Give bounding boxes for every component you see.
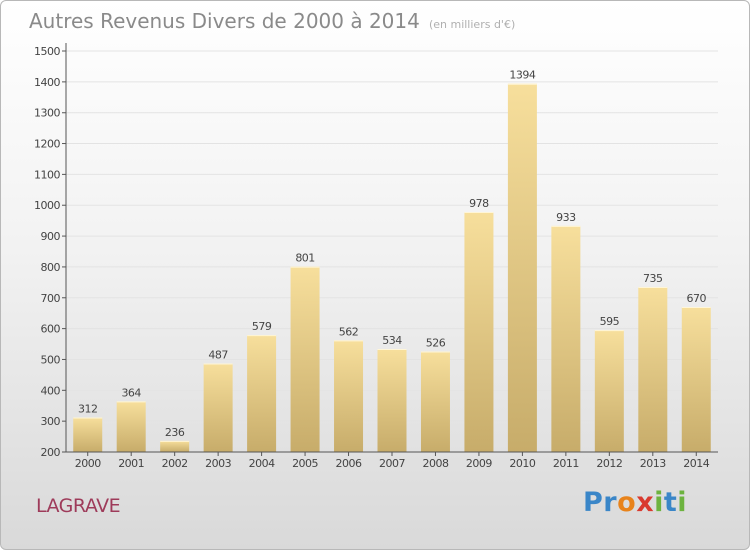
logo-letter: o [617, 487, 637, 518]
bar [73, 417, 103, 452]
bar [638, 286, 668, 452]
data-label: 526 [426, 336, 446, 349]
y-tick-label: 700 [41, 292, 61, 305]
data-label: 801 [295, 252, 315, 265]
logo-letter: i [654, 487, 664, 518]
bar [507, 83, 537, 452]
y-tick-label: 1500 [34, 45, 60, 58]
bar [116, 401, 146, 452]
bar [551, 225, 581, 452]
x-tick-label: 2001 [118, 457, 144, 470]
bar [594, 330, 624, 452]
x-tick-label: 2002 [162, 457, 188, 470]
y-tick-label: 500 [41, 353, 61, 366]
logo-letter: t [663, 487, 678, 518]
data-label: 487 [208, 348, 228, 361]
data-label: 670 [687, 292, 707, 305]
data-label: 312 [78, 402, 98, 415]
y-tick-label: 1200 [34, 138, 60, 151]
data-label: 534 [382, 334, 402, 347]
y-tick-label: 300 [41, 415, 61, 428]
x-tick-label: 2007 [379, 457, 405, 470]
data-label: 364 [121, 386, 141, 399]
x-tick-label: 2013 [640, 457, 666, 470]
logo-letter: r [603, 487, 618, 518]
y-tick-label: 400 [41, 384, 61, 397]
chart-title: Autres Revenus Divers de 2000 à 2014 [29, 9, 420, 33]
chart-subtitle: (en milliers d'€) [428, 18, 516, 31]
bar [203, 363, 233, 452]
bar [334, 340, 364, 452]
logo-letter: i [677, 487, 688, 518]
bar [290, 266, 320, 452]
data-label: 595 [600, 315, 620, 328]
bar [247, 335, 277, 452]
x-tick-label: 2005 [292, 457, 318, 470]
x-tick-label: 2006 [336, 457, 362, 470]
x-tick-label: 2011 [553, 457, 579, 470]
y-tick-label: 1100 [34, 168, 60, 181]
bar [681, 307, 711, 452]
x-tick-label: 2003 [205, 457, 231, 470]
x-tick-label: 2008 [422, 457, 448, 470]
data-label: 978 [469, 197, 489, 210]
y-tick-label: 600 [41, 323, 61, 336]
data-label: 236 [165, 426, 185, 439]
logo-letter: P [583, 487, 604, 518]
bar [420, 351, 450, 452]
x-tick-label: 2009 [466, 457, 492, 470]
y-tick-label: 1000 [34, 199, 60, 212]
y-tick-label: 200 [41, 446, 61, 459]
x-tick-label: 2010 [509, 457, 535, 470]
y-tick-label: 1300 [34, 107, 60, 120]
proxiti-logo: Proxiti [583, 487, 687, 518]
bar [464, 212, 494, 452]
data-label: 579 [252, 320, 272, 333]
logo-letter: x [636, 487, 655, 518]
y-tick-label: 1400 [34, 76, 60, 89]
bar [160, 440, 190, 452]
bar [377, 348, 407, 452]
commune-name: LAGRAVE [36, 495, 121, 517]
data-label: 933 [556, 211, 576, 224]
y-tick-label: 900 [41, 230, 61, 243]
data-label: 1394 [509, 69, 535, 82]
x-tick-label: 2000 [75, 457, 101, 470]
x-tick-label: 2012 [596, 457, 622, 470]
chart-title-block: Autres Revenus Divers de 2000 à 2014 (en… [29, 9, 515, 33]
data-label: 562 [339, 325, 359, 338]
y-tick-label: 800 [41, 261, 61, 274]
x-tick-label: 2004 [249, 457, 275, 470]
data-label: 735 [643, 272, 663, 285]
x-tick-label: 2014 [683, 457, 709, 470]
